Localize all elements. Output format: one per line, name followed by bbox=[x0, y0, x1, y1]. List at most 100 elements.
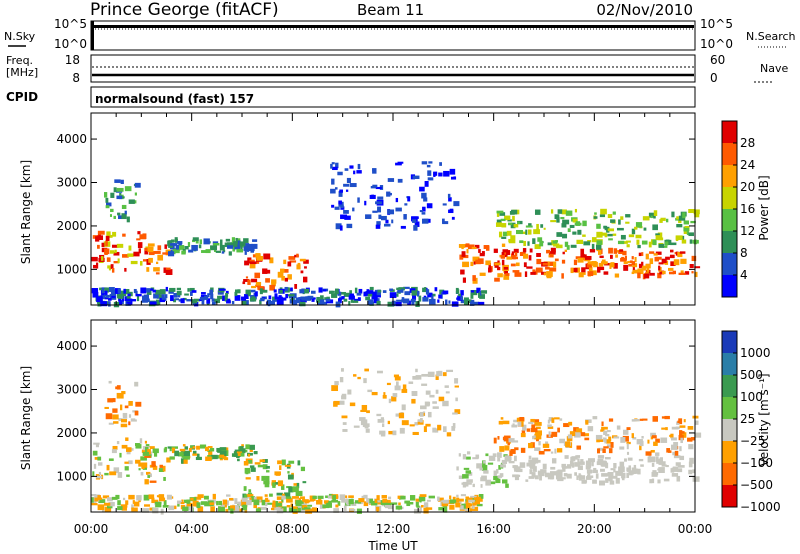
echo-cell bbox=[575, 455, 578, 460]
echo-cell bbox=[456, 466, 459, 471]
echo-cell bbox=[288, 256, 296, 260]
echo-cell bbox=[380, 431, 386, 437]
echo-cell bbox=[501, 243, 506, 247]
echo-cell bbox=[96, 296, 103, 303]
echo-cell bbox=[419, 500, 422, 503]
echo-cell bbox=[671, 437, 677, 441]
echo-cell bbox=[128, 494, 135, 500]
echo-cell bbox=[199, 296, 205, 300]
echo-cell bbox=[369, 286, 374, 291]
echo-cell bbox=[561, 463, 566, 468]
echo-cell bbox=[376, 413, 382, 417]
echo-cell bbox=[474, 244, 480, 249]
echo-cell bbox=[550, 451, 554, 454]
echo-cell bbox=[126, 447, 132, 452]
echo-cell bbox=[626, 441, 631, 445]
echo-cell bbox=[340, 204, 344, 209]
echo-cell bbox=[331, 204, 335, 208]
echo-cell bbox=[511, 440, 519, 443]
echo-cell bbox=[609, 263, 612, 269]
echo-cell bbox=[364, 424, 369, 429]
echo-cell bbox=[127, 253, 134, 257]
echo-cell bbox=[432, 406, 439, 409]
echo-cell bbox=[496, 212, 500, 217]
echo-cell bbox=[528, 455, 532, 460]
echo-cell bbox=[144, 247, 150, 251]
echo-cell bbox=[402, 384, 407, 391]
echo-cell bbox=[613, 248, 618, 254]
echo-cell bbox=[599, 214, 606, 218]
echo-cell bbox=[636, 239, 640, 245]
echo-cell bbox=[339, 377, 344, 383]
echo-cell bbox=[302, 481, 307, 484]
echo-cell bbox=[122, 413, 127, 417]
echo-cell bbox=[565, 441, 571, 448]
echo-cell bbox=[670, 261, 676, 266]
echo-cell bbox=[521, 251, 524, 255]
time-tick-label: 20:00 bbox=[577, 522, 612, 536]
echo-cell bbox=[371, 294, 378, 300]
echo-cell bbox=[144, 479, 149, 485]
echo-cell bbox=[542, 443, 550, 448]
echo-cell bbox=[284, 277, 288, 282]
echo-cell bbox=[114, 288, 121, 294]
echo-cell bbox=[188, 447, 192, 453]
echo-cell bbox=[280, 268, 285, 273]
echo-cell bbox=[627, 260, 631, 264]
echo-cell bbox=[241, 497, 248, 502]
echo-cell bbox=[288, 460, 295, 464]
echo-cell bbox=[395, 162, 402, 166]
echo-cell bbox=[294, 284, 298, 289]
echo-cell bbox=[246, 249, 250, 252]
echo-cell bbox=[414, 422, 419, 426]
echo-cell bbox=[534, 433, 541, 440]
echo-cell bbox=[251, 296, 256, 299]
echo-cell bbox=[561, 223, 567, 228]
echo-cell bbox=[94, 494, 100, 499]
echo-cell bbox=[109, 471, 117, 476]
echo-cell bbox=[119, 192, 122, 196]
echo-cell bbox=[532, 238, 536, 245]
echo-cell bbox=[247, 453, 251, 457]
echo-cell bbox=[159, 297, 166, 303]
echo-cell bbox=[104, 297, 109, 300]
echo-cell bbox=[467, 472, 473, 476]
echo-cell bbox=[670, 468, 675, 473]
echo-cell bbox=[104, 472, 109, 476]
echo-cell bbox=[101, 293, 105, 296]
echo-cell bbox=[619, 446, 625, 450]
echo-cell bbox=[588, 266, 593, 271]
echo-cell bbox=[126, 216, 130, 223]
echo-cell bbox=[243, 238, 249, 243]
echo-cell bbox=[300, 496, 305, 499]
echo-cell bbox=[353, 374, 357, 377]
cpid-bar: CPID normalsound (fast) 157 bbox=[6, 86, 696, 108]
echo-cell bbox=[296, 264, 301, 270]
echo-cell bbox=[538, 472, 545, 477]
echo-cell bbox=[354, 500, 362, 504]
echo-cell bbox=[173, 292, 178, 296]
echo-cell bbox=[461, 482, 465, 485]
echo-cell bbox=[340, 291, 346, 295]
echo-cell bbox=[608, 448, 613, 454]
echo-cell bbox=[116, 385, 121, 390]
echo-cell bbox=[395, 197, 399, 203]
echo-cell bbox=[174, 450, 180, 457]
echo-cell bbox=[244, 249, 247, 255]
echo-cell bbox=[599, 255, 604, 258]
echo-cell bbox=[125, 500, 129, 505]
echo-cell bbox=[605, 433, 610, 437]
echo-cell bbox=[296, 482, 300, 489]
echo-cell bbox=[583, 433, 590, 437]
echo-cell bbox=[600, 248, 603, 255]
echo-cell bbox=[649, 258, 654, 265]
echo-cell bbox=[623, 261, 628, 265]
echo-cell bbox=[650, 456, 656, 463]
echo-cell bbox=[162, 465, 166, 472]
echo-cell bbox=[507, 219, 512, 222]
echo-cell bbox=[261, 499, 266, 506]
echo-cell bbox=[549, 251, 556, 255]
echo-cell bbox=[97, 300, 102, 307]
